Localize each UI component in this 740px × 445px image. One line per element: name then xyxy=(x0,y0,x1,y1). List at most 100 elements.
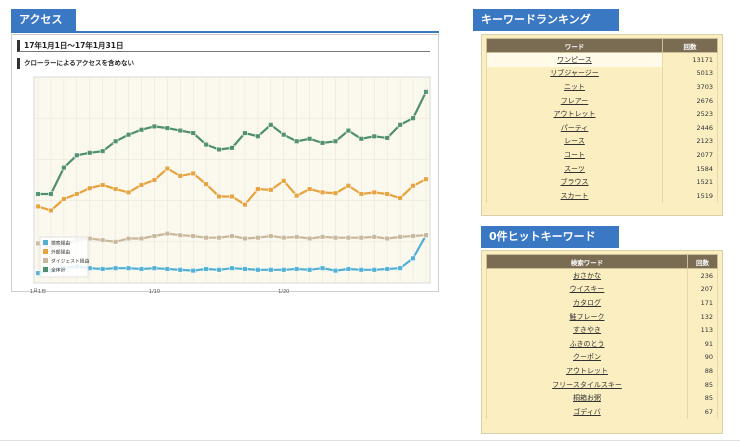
keyword-count: 91 xyxy=(687,336,718,351)
table-row: すきやき 113 xyxy=(486,323,718,337)
data-point xyxy=(151,177,158,183)
data-point xyxy=(138,182,145,188)
data-point xyxy=(61,196,67,202)
data-point xyxy=(242,202,248,208)
data-point xyxy=(306,136,313,142)
access-title: アクセス数 xyxy=(11,9,76,48)
keyword-link[interactable]: すきやき xyxy=(486,323,688,337)
keyword-link[interactable]: 鮭フレーク xyxy=(486,309,688,324)
data-point xyxy=(164,266,171,272)
data-point xyxy=(268,122,274,128)
keyword-count: 5013 xyxy=(662,66,718,81)
keyword-link[interactable]: ゴディバ xyxy=(486,404,688,419)
keyword-link[interactable]: レース xyxy=(486,134,663,149)
legend-swatch xyxy=(43,249,48,254)
table-row: 鮭フレーク 132 xyxy=(486,309,718,324)
data-point xyxy=(74,152,80,158)
keyword-ranking-table: ワード 回数 ワンピース 13171 リブジャージー 5013 ニット 3703 フレアー 2… xyxy=(486,38,718,203)
keyword-link[interactable]: パーティ xyxy=(486,120,663,135)
keyword-link[interactable]: フリースタイルスキー xyxy=(486,377,688,392)
legend-label: 外部経由 xyxy=(51,249,70,256)
data-point xyxy=(345,183,352,189)
data-point xyxy=(138,235,145,242)
keyword-count: 171 xyxy=(687,296,718,310)
data-point xyxy=(112,186,119,192)
keyword-link[interactable]: ふきのとう xyxy=(486,336,688,351)
data-point xyxy=(410,183,416,189)
data-point xyxy=(358,136,365,142)
col-count: 回数 xyxy=(662,38,718,53)
data-point xyxy=(281,267,287,273)
data-point xyxy=(358,267,365,273)
data-point xyxy=(112,265,119,271)
zero-hit-panel: 検索ワード 回数 おさかな 236 ウイスキー 207 カタログ 171 鮭フレーク 132 す… xyxy=(481,250,723,434)
keyword-link[interactable]: フレアー xyxy=(486,93,663,108)
data-point xyxy=(255,267,261,273)
data-point xyxy=(87,185,93,191)
data-point xyxy=(268,187,274,193)
table-row: クーポン 90 xyxy=(486,350,718,365)
data-point xyxy=(423,232,429,238)
keyword-link[interactable]: ウイスキー xyxy=(486,282,688,297)
keyword-link[interactable]: ワンピース xyxy=(486,52,663,67)
x-tick-label: 1/10 xyxy=(149,289,160,293)
data-point xyxy=(99,237,106,243)
data-point xyxy=(319,234,326,240)
data-point xyxy=(229,145,235,151)
data-point xyxy=(384,235,390,242)
data-point xyxy=(242,266,248,272)
data-point xyxy=(125,265,132,271)
keyword-link[interactable]: スカート xyxy=(486,188,663,203)
keyword-link[interactable]: アウトレット xyxy=(486,364,688,378)
data-point xyxy=(177,173,183,179)
data-point xyxy=(216,234,222,241)
data-point xyxy=(371,133,377,140)
keyword-link[interactable]: リブジャージー xyxy=(486,66,663,81)
data-point xyxy=(255,133,261,140)
crawler-note: クローラーによるアクセスを含めない xyxy=(17,58,134,69)
data-point xyxy=(190,233,196,239)
data-point xyxy=(99,182,106,188)
data-point xyxy=(255,186,261,192)
keyword-link[interactable]: アウトレット xyxy=(486,107,663,121)
table-row: ゴディバ 67 xyxy=(486,404,718,419)
legend-swatch xyxy=(43,258,48,263)
data-point xyxy=(112,239,119,245)
data-point xyxy=(190,267,196,274)
x-tick-label: 1/20 xyxy=(278,289,289,293)
table-row: スカート 1519 xyxy=(486,188,718,203)
col-count: 回数 xyxy=(687,254,718,269)
legend-swatch xyxy=(43,267,48,272)
data-point xyxy=(371,234,377,240)
keyword-count: 85 xyxy=(687,391,718,405)
keyword-link[interactable]: コート xyxy=(486,148,663,162)
data-point xyxy=(410,115,416,121)
data-point xyxy=(164,165,171,172)
keyword-link[interactable]: カタログ xyxy=(486,296,688,310)
table-row: アウトレット 88 xyxy=(486,364,718,378)
data-point xyxy=(164,230,171,237)
keyword-link[interactable]: クーポン xyxy=(486,350,688,365)
data-point xyxy=(319,140,326,146)
data-point xyxy=(35,191,41,197)
table-row: スーツ 1584 xyxy=(486,161,718,176)
data-point xyxy=(87,150,93,156)
data-point xyxy=(397,195,403,201)
table-row: カタログ 171 xyxy=(486,296,718,310)
data-point xyxy=(268,233,274,239)
table-row: ふきのとう 91 xyxy=(486,336,718,351)
keyword-link[interactable]: 桐箱お粥 xyxy=(486,391,688,405)
keyword-link[interactable]: おさかな xyxy=(486,268,688,283)
legend-label: ダイジェスト経由 xyxy=(51,258,90,265)
keyword-count: 67 xyxy=(687,404,718,419)
data-point xyxy=(397,122,403,128)
data-point xyxy=(48,207,54,214)
data-point xyxy=(138,266,145,272)
data-point xyxy=(229,193,235,200)
keyword-link[interactable]: ブラウス xyxy=(486,175,663,189)
data-point xyxy=(371,189,377,196)
keyword-link[interactable]: スーツ xyxy=(486,161,663,176)
data-point xyxy=(397,265,403,271)
period-label: 17年1月1日～17年1月31日 xyxy=(17,40,430,52)
keyword-link[interactable]: ニット xyxy=(486,80,663,94)
